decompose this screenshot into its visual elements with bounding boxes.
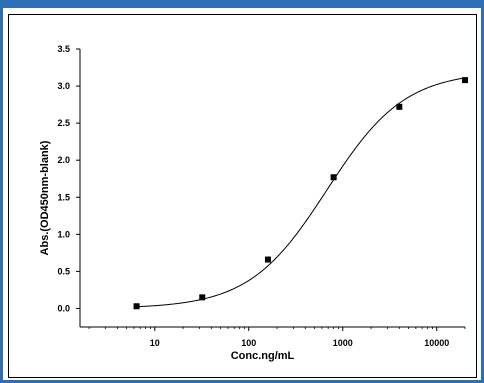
x-axis-title: Conc.ng/mL xyxy=(231,350,295,362)
y-tick-label: 2.5 xyxy=(57,118,70,128)
data-point xyxy=(199,294,206,301)
fit-curve xyxy=(136,77,466,308)
x-tick-label: 1000 xyxy=(333,338,353,348)
data-point xyxy=(133,303,140,310)
data-point xyxy=(462,77,468,84)
x-tick-label: 100 xyxy=(241,338,256,348)
tick-labels: 0.0 0.5 1.0 1.5 2.0 2.5 3.0 3.5 10 100 1000 10000 xyxy=(57,44,449,348)
y-tick-label: 1.5 xyxy=(57,192,70,202)
y-axis-title: Abs.(OD450nm-blank) xyxy=(39,140,51,255)
y-tick-label: 3.5 xyxy=(57,44,70,54)
y-tick-label: 0.5 xyxy=(57,266,70,276)
fit-curve-layer xyxy=(136,77,466,308)
data-point xyxy=(264,256,271,263)
data-point xyxy=(396,103,403,110)
y-tick-label: 0.0 xyxy=(57,303,70,313)
data-point xyxy=(330,174,337,181)
y-tick-label: 2.0 xyxy=(57,155,70,165)
x-tick-label: 10000 xyxy=(424,338,449,348)
axes xyxy=(76,48,466,331)
chart-border-box xyxy=(8,14,477,378)
y-tick-label: 1.0 xyxy=(57,229,70,239)
y-tick-label: 3.0 xyxy=(57,81,70,91)
data-points xyxy=(133,77,468,310)
x-tick-label: 10 xyxy=(150,338,160,348)
